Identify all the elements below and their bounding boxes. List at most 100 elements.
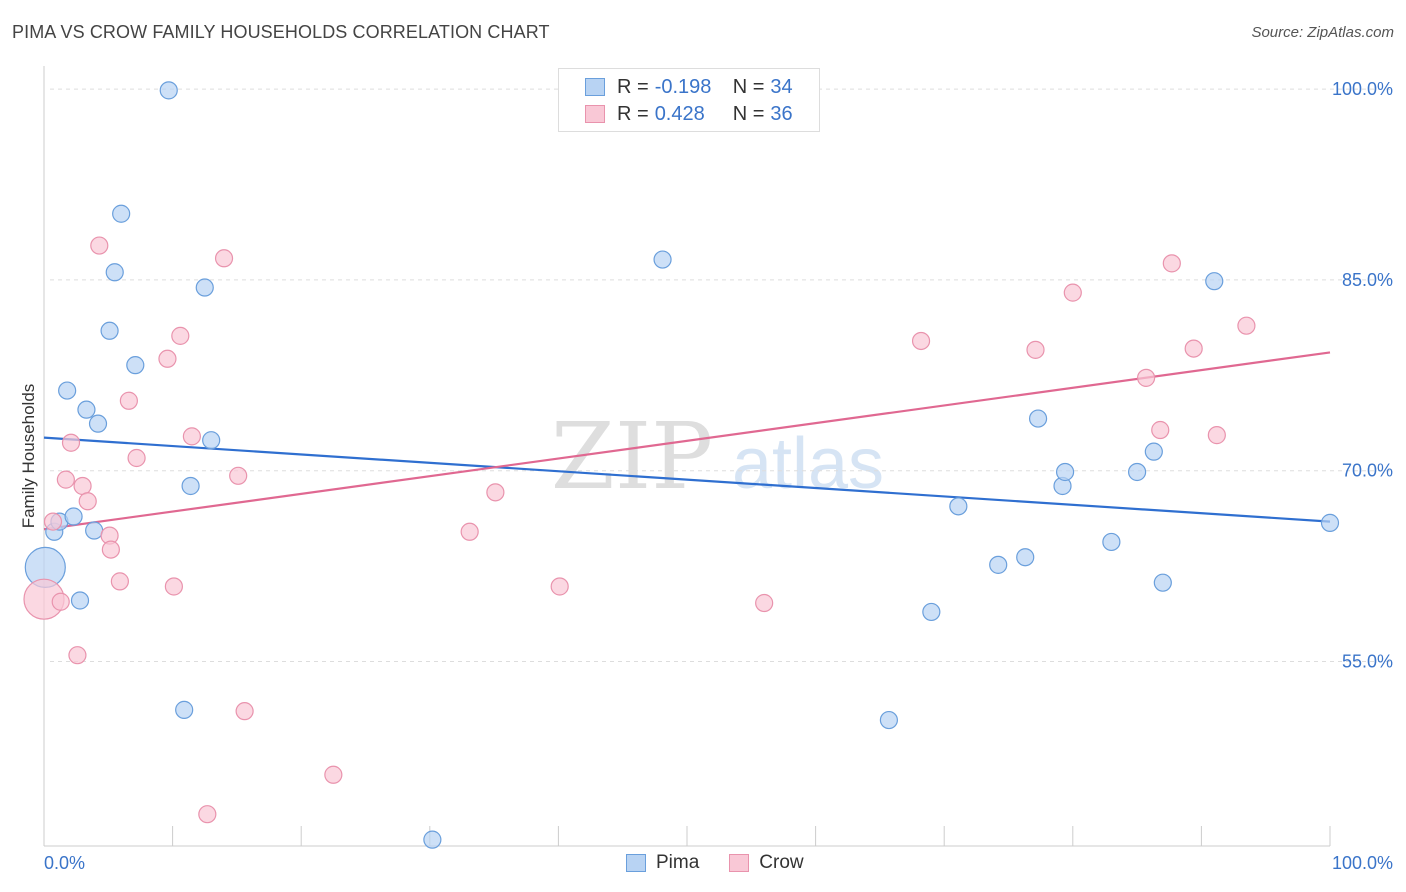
crow-point	[68, 646, 87, 665]
crow-point	[158, 349, 177, 368]
crow-point	[171, 326, 190, 345]
crow-point	[486, 483, 505, 502]
pima-point	[1028, 409, 1048, 428]
crow-point	[755, 593, 774, 613]
pima-point	[423, 830, 442, 849]
chart-title: PIMA VS CROW FAMILY HOUSEHOLDS CORRELATI…	[12, 22, 550, 42]
pima-point	[949, 497, 968, 516]
crow-point	[56, 470, 75, 489]
watermark: ZIP atlas	[551, 403, 884, 510]
crow-point	[101, 540, 120, 559]
crow-point	[229, 466, 248, 485]
crow-point	[550, 577, 569, 596]
pima-point	[1320, 513, 1340, 532]
pima-point	[112, 204, 131, 223]
pima-point	[1127, 462, 1147, 482]
crow-point	[1184, 339, 1203, 358]
axes	[43, 66, 1331, 847]
legend-label-pima: Pima	[656, 852, 700, 873]
n-label: N =	[732, 75, 765, 98]
x-tick-label: 100.0%	[1332, 853, 1393, 873]
pima-point	[1102, 532, 1121, 552]
crow-point	[182, 427, 201, 446]
crow-point	[73, 476, 92, 496]
r-label: R =	[617, 75, 649, 98]
crow-swatch	[729, 854, 750, 872]
pima-swatch	[585, 78, 605, 96]
crow-point	[43, 512, 63, 531]
crow-point	[1063, 283, 1082, 302]
y-tick-label: 70.0%	[1342, 461, 1393, 481]
crow-point	[1162, 254, 1181, 273]
pima-point	[105, 263, 124, 282]
crow-point	[1026, 340, 1045, 359]
pima-point	[126, 356, 145, 375]
pima-point	[1205, 272, 1224, 291]
correlation-legend: R = -0.198 N = 34 R = 0.428 N = 36	[558, 68, 820, 132]
crow-point	[214, 249, 234, 268]
trend-lines	[43, 351, 1331, 531]
pima-point	[70, 591, 90, 610]
pima-point	[88, 414, 108, 433]
crow-point	[110, 572, 129, 591]
crow-point	[164, 577, 183, 596]
pima-point	[159, 81, 178, 100]
axis-labels: 55.0% 70.0% 85.0% 100.0% 0.0% 100.0% Family Ho…	[19, 79, 1393, 873]
crow-r-value: 0.428	[654, 102, 705, 125]
crow-swatch	[585, 105, 605, 123]
pima-point	[1055, 462, 1075, 482]
n-label: N =	[732, 102, 765, 125]
pima-point	[77, 400, 96, 419]
y-tick-label: 100.0%	[1332, 79, 1393, 99]
legend-item-crow[interactable]: Crow	[729, 852, 804, 874]
crow-point	[90, 236, 109, 255]
data-points	[23, 81, 1340, 849]
pima-point	[100, 321, 119, 340]
pima-n-value: 34	[770, 75, 793, 98]
x-tick-label: 0.0%	[44, 853, 85, 873]
y-tick-label: 85.0%	[1342, 270, 1393, 290]
pima-point	[989, 555, 1008, 574]
legend-row-pima: R = -0.198 N = 34	[559, 73, 793, 101]
y-axis-title: Family Households	[19, 384, 38, 529]
crow-point	[61, 433, 81, 452]
crow-point	[119, 391, 138, 410]
crow-point	[1151, 420, 1170, 440]
y-tick-label: 55.0%	[1342, 652, 1393, 672]
crow-point	[324, 765, 343, 784]
crow-point	[1237, 316, 1256, 335]
pima-point	[64, 507, 83, 526]
crow-point	[911, 331, 931, 351]
legend-item-pima[interactable]: Pima	[626, 852, 699, 874]
pima-r-value: -0.198	[654, 75, 712, 98]
crow-point	[235, 702, 254, 721]
source-credit: Source: ZipAtlas.com	[1251, 24, 1394, 41]
crow-point	[198, 805, 217, 824]
pima-point	[58, 381, 77, 400]
gridlines	[50, 88, 1392, 663]
pima-point	[195, 278, 214, 297]
pima-point	[1153, 573, 1172, 592]
crow-point	[51, 592, 70, 611]
series-legend: Pima Crow	[626, 852, 834, 874]
pima-point	[879, 710, 899, 730]
pima-point	[653, 250, 672, 269]
r-label: R =	[617, 102, 649, 125]
pima-trend-line	[43, 436, 1331, 523]
crow-point	[127, 448, 146, 468]
pima-point	[202, 431, 221, 450]
pima-point	[175, 700, 194, 719]
crow-point	[78, 492, 97, 511]
crow-point	[1207, 426, 1226, 445]
pima-point	[1144, 442, 1163, 461]
legend-row-crow: R = 0.428 N = 36	[559, 100, 793, 128]
pima-swatch	[626, 854, 646, 872]
crow-trend-line	[43, 351, 1331, 531]
pima-point	[85, 521, 104, 540]
pima-point	[181, 476, 200, 496]
crow-point	[460, 522, 479, 541]
pima-point	[922, 602, 941, 622]
crow-n-value: 36	[770, 102, 793, 125]
crow-point	[1137, 368, 1156, 387]
